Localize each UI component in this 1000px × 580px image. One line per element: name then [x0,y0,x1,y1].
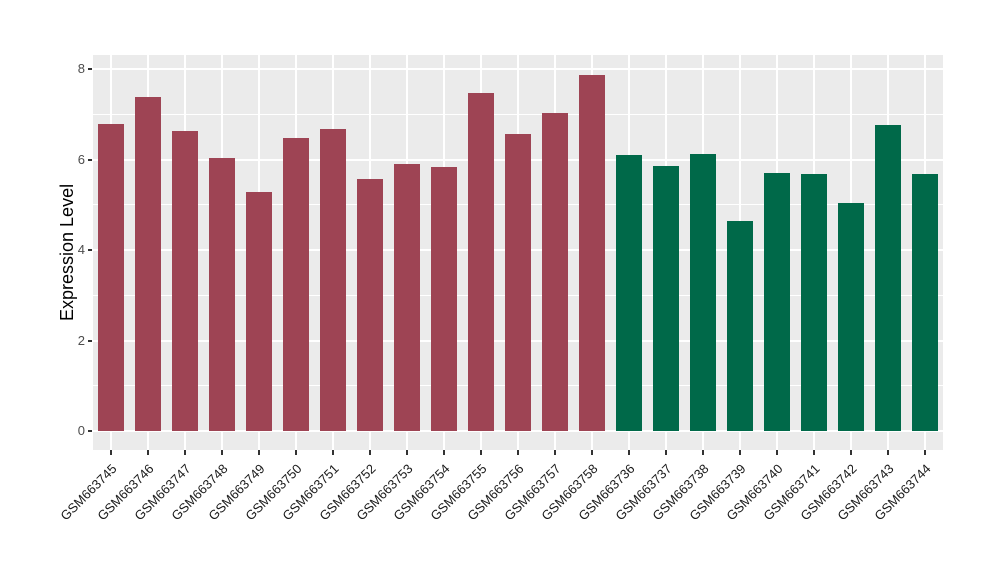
x-tick-mark [110,450,113,455]
bar [874,125,901,431]
bar [541,113,568,431]
bar [135,96,162,431]
y-tick-mark [88,249,92,251]
x-tick-mark [664,450,667,455]
x-tick-mark [553,450,556,455]
x-tick-mark [923,450,926,455]
y-tick-mark [88,68,92,70]
x-tick-mark [849,450,852,455]
x-tick-mark [221,450,224,455]
bar [98,124,125,431]
bar [283,138,310,431]
bar [431,166,458,431]
x-tick-mark [295,450,298,455]
x-tick-mark [738,450,741,455]
bar [468,92,495,431]
x-tick-mark [627,450,630,455]
y-tick-mark [88,158,92,161]
x-tick-mark [812,450,815,455]
x-tick-mark [369,450,372,455]
x-tick-mark [406,450,409,455]
bar [763,172,790,431]
y-tick-mark [88,430,92,432]
x-tick-mark [258,450,261,455]
y-tick-mark [88,339,92,342]
x-tick-mark [147,450,150,455]
y-tick-label: 6 [77,151,85,167]
bar [320,129,347,431]
x-tick-mark [590,450,593,455]
plot-panel [93,55,943,450]
y-tick-label: 2 [77,332,85,348]
y-tick-label: 8 [77,61,85,76]
bar [726,220,753,431]
x-tick-mark [332,450,335,455]
bar [689,154,716,431]
bar [246,192,273,431]
bar [800,173,827,431]
bar [209,157,236,431]
x-tick-mark [701,450,704,455]
y-tick-label: 4 [77,242,85,257]
x-tick-mark [443,450,446,455]
bar [837,202,864,431]
bar [911,174,938,431]
x-tick-mark [184,450,187,455]
x-tick-mark [480,450,483,455]
bar [505,134,531,431]
bar [615,155,642,431]
x-tick-mark [775,450,778,455]
bar [172,130,199,431]
bar [357,179,384,431]
bar [578,75,605,431]
y-tick-label: 0 [77,423,85,438]
bar [394,164,421,431]
bar [652,166,679,431]
x-tick-mark [886,450,889,455]
x-tick-mark [517,450,519,455]
